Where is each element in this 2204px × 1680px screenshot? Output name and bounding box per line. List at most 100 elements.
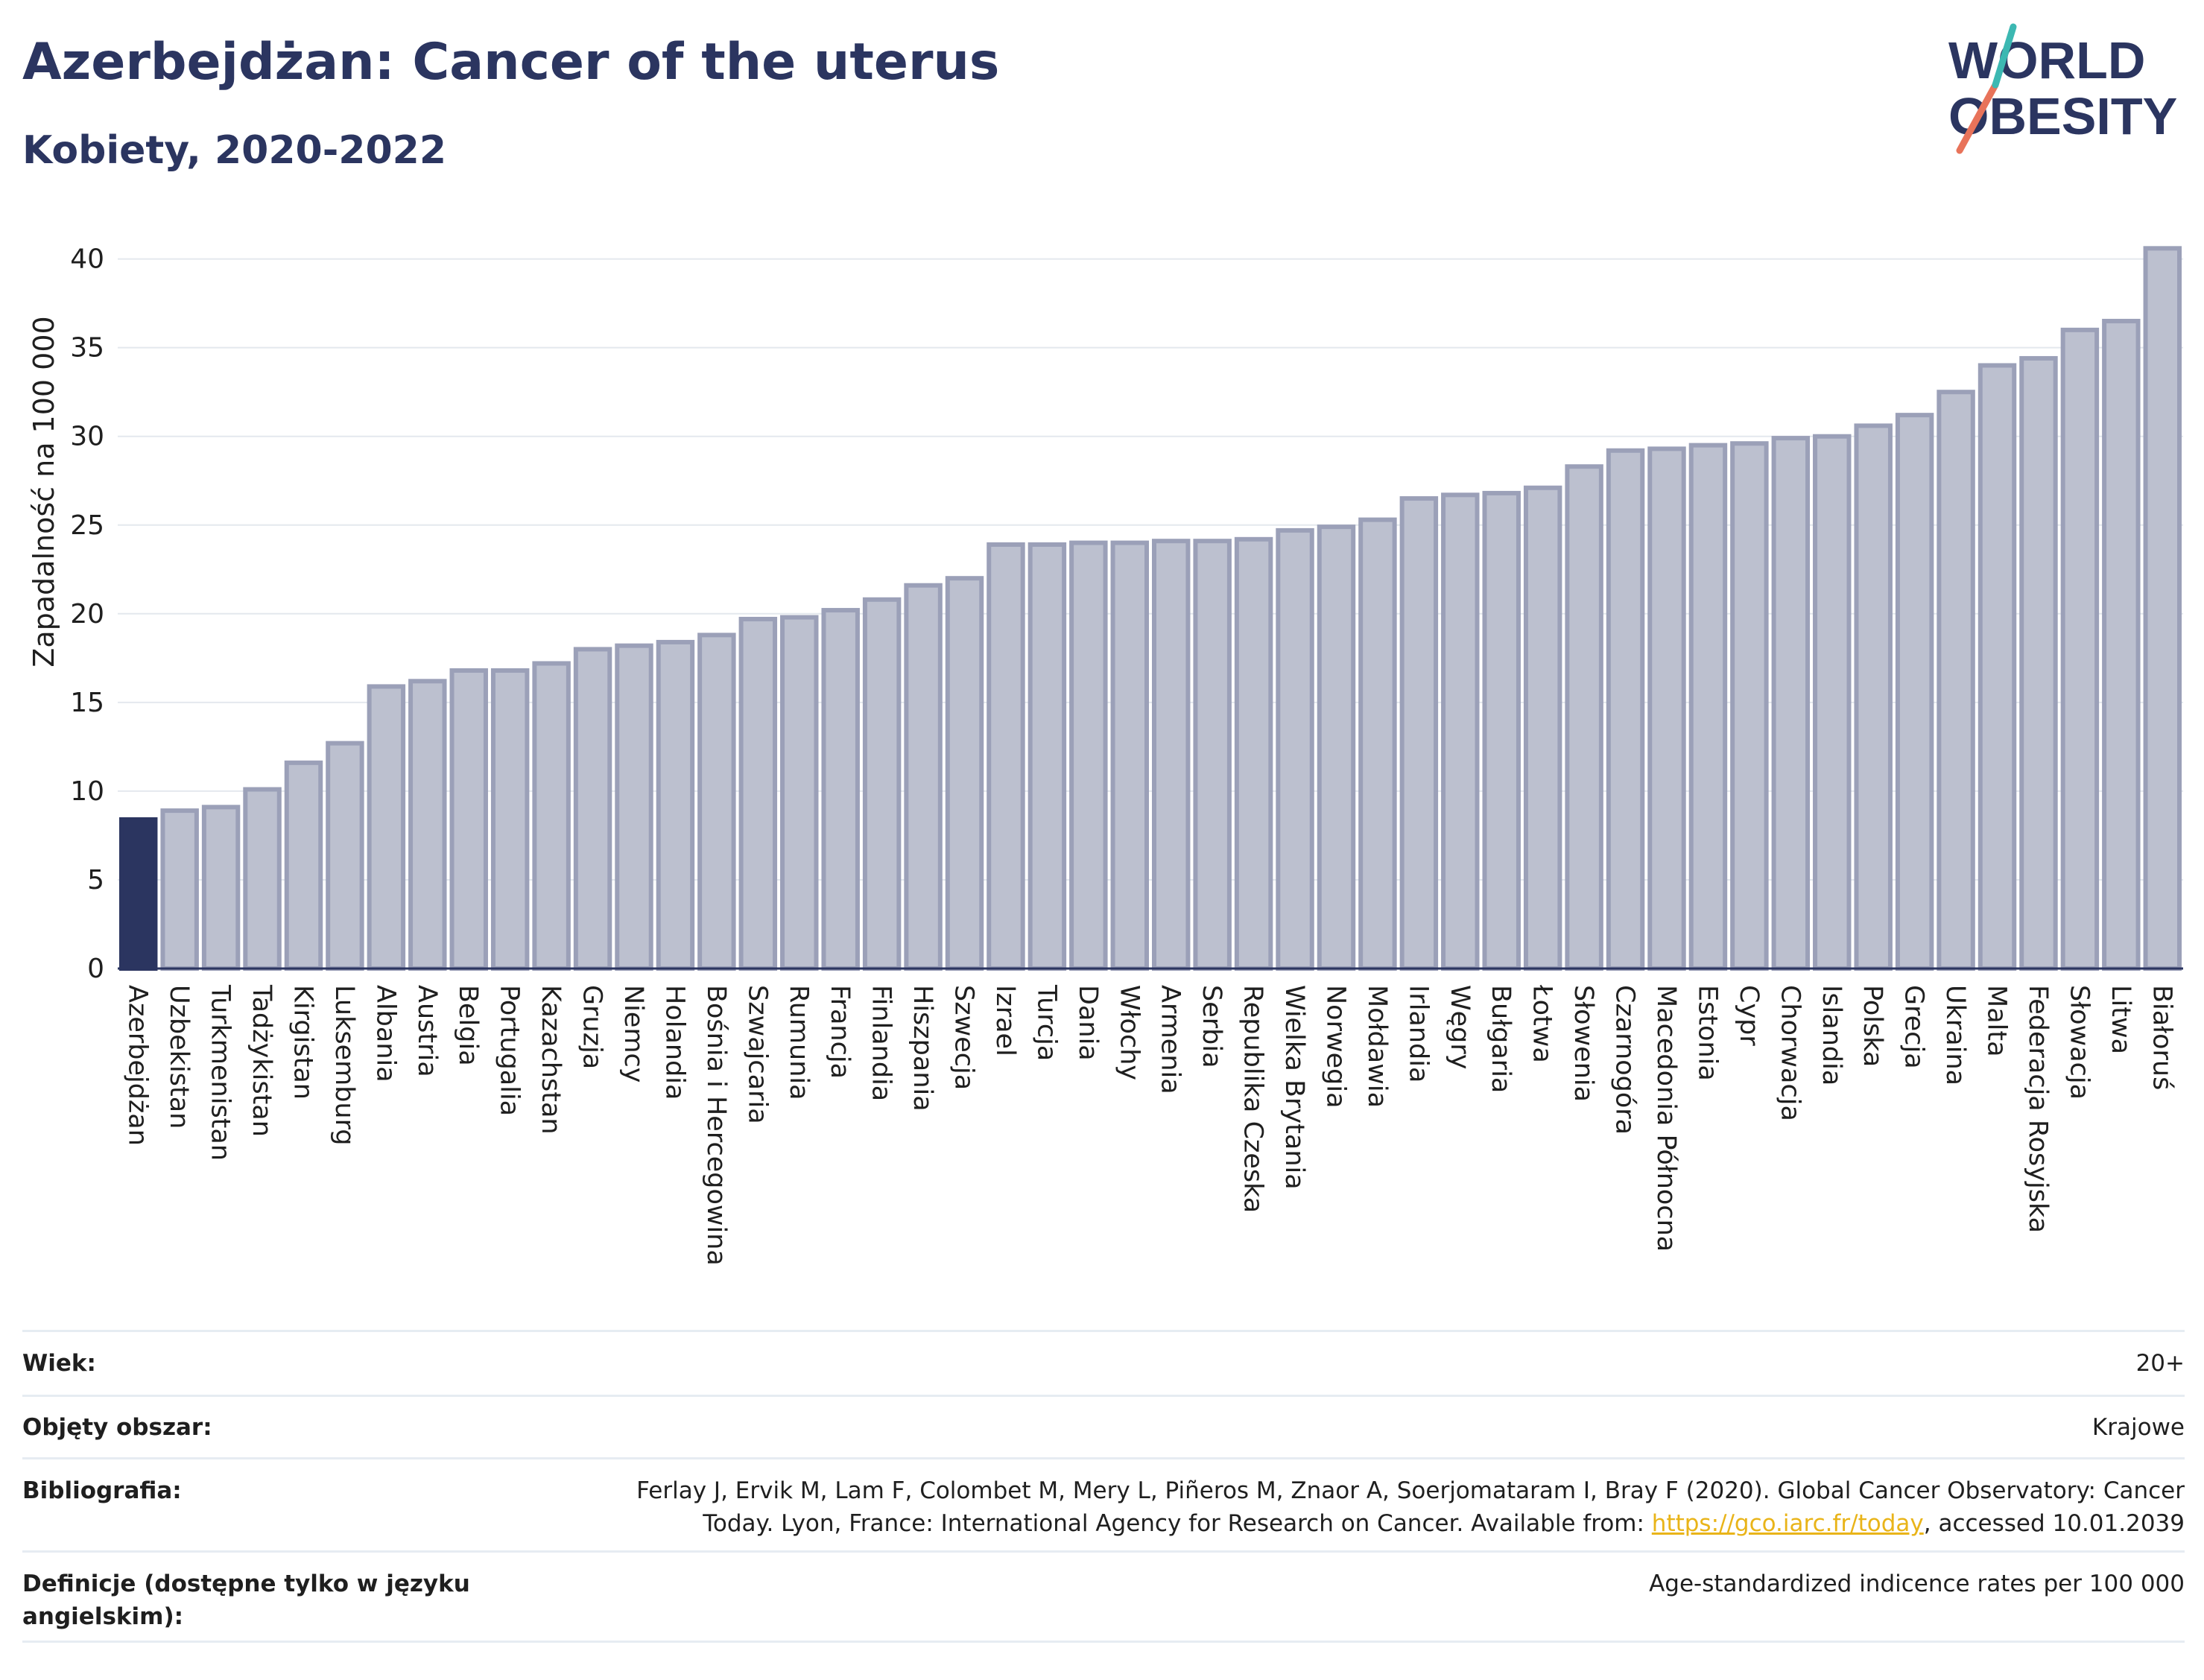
x-tick-label: Estonia <box>1692 985 1722 1081</box>
x-tick-label: Polska <box>1858 985 1887 1067</box>
x-tick-label: Kirgistan <box>288 985 317 1100</box>
bar-Republika Czeska <box>1234 536 1273 971</box>
info-table: Wiek: 20+ Objęty obszar: Krajowe Bibliog… <box>22 1330 2185 1643</box>
bar-Włochy <box>1110 540 1150 971</box>
x-tick-label: Luksemburg <box>329 985 359 1146</box>
x-tick-label: Francja <box>825 985 855 1079</box>
y-tick-label: 20 <box>70 599 104 630</box>
bar-Armenia <box>1151 539 1191 971</box>
x-tick-label: Irlandia <box>1403 985 1433 1083</box>
x-tick-label: Słowenia <box>1568 985 1598 1102</box>
info-row-area: Objęty obszar: Krajowe <box>22 1395 2185 1457</box>
bar-Kazachstan <box>532 661 571 971</box>
x-tick-label: Cypr <box>1734 985 1764 1046</box>
bar-Irlandia <box>1399 496 1439 971</box>
info-row-bibliography: Bibliografia: Ferlay J, Ervik M, Lam F, … <box>22 1457 2185 1550</box>
bar-Uzbekistan <box>160 808 199 971</box>
chart-subtitle: Kobiety, 2020-2022 <box>22 128 447 173</box>
bar-Holandia <box>656 639 695 971</box>
source-link[interactable]: https://gco.iarc.fr/today <box>1651 1510 1924 1537</box>
x-tick-label: Kazachstan <box>536 985 566 1135</box>
bar-Słowacja <box>2060 327 2100 971</box>
x-tick-label: Włochy <box>1114 985 1144 1080</box>
bar-Turcja <box>1027 542 1067 971</box>
bar-Dania <box>1069 540 1108 971</box>
x-tick-label: Belgia <box>453 985 483 1066</box>
x-tick-label: Norwegia <box>1320 985 1350 1109</box>
bar-Malta <box>1977 363 2017 971</box>
bar-Islandia <box>1813 434 1852 971</box>
x-tick-label: Izrael <box>990 985 1020 1056</box>
bibliography-line-1: Ferlay J, Ervik M, Lam F, Colombet M, Me… <box>636 1477 2185 1504</box>
x-tick-label: Republika Czeska <box>1238 985 1268 1213</box>
y-tick-label: 30 <box>70 422 104 452</box>
y-tick-label: 15 <box>70 688 104 718</box>
bar-Cypr <box>1730 441 1769 971</box>
info-label-age: Wiek: <box>22 1350 96 1377</box>
bar-Ukraina <box>1937 390 1975 971</box>
bar-Estonia <box>1688 443 1728 971</box>
x-tick-label: Federacja Rosyjska <box>2023 985 2053 1233</box>
bar-Czarnogóra <box>1606 448 1645 971</box>
x-tick-label: Armenia <box>1156 985 1185 1094</box>
y-tick-label: 35 <box>70 333 104 364</box>
x-tick-label: Uzbekistan <box>164 985 194 1129</box>
x-tick-label: Chorwacja <box>1775 985 1805 1121</box>
x-tick-label: Albania <box>370 985 400 1083</box>
bar-Polska <box>1854 423 1893 971</box>
bar-Macedonia Północna <box>1647 446 1686 971</box>
bar-Grecja <box>1895 413 1934 971</box>
y-axis-ticks: 0 5 10 15 20 25 30 35 40 <box>70 244 104 984</box>
bar-Federacja Rosyjska <box>2019 355 2058 971</box>
info-row-age: Wiek: 20+ <box>22 1330 2185 1395</box>
x-tick-label: Holandia <box>659 985 689 1100</box>
logo-slash-teal <box>1992 23 2017 89</box>
bar-chart: 0 5 10 15 20 25 30 35 40 Azerbejdżan Uzbekistan Tu… <box>28 244 2183 1266</box>
info-row-definitions: Definicje (dostępne tylko w języku angie… <box>22 1550 2185 1643</box>
x-tick-label: Bośnia i Hercegowina <box>701 985 731 1266</box>
bar-Finlandia <box>862 597 902 971</box>
bar-Mołdawia <box>1358 517 1397 971</box>
x-tick-label: Bułgaria <box>1486 985 1516 1093</box>
x-tick-label: Tadżykistan <box>247 984 276 1137</box>
bar-Turkmenistan <box>201 805 241 971</box>
bar-Bułgaria <box>1482 490 1521 971</box>
info-value-bibliography: Ferlay J, Ervik M, Lam F, Colombet M, Me… <box>636 1474 2185 1550</box>
world-obesity-logo: WORLD OBESITY <box>1948 23 2177 154</box>
logo-slash-red <box>1956 81 1999 154</box>
info-value-age: 20+ <box>2135 1350 2185 1377</box>
bibliography-accessed: , accessed 10.01.2039 <box>1923 1510 2185 1537</box>
x-tick-label: Szwecja <box>949 985 979 1090</box>
logo-text-world: WORLD <box>1948 31 2145 89</box>
x-tick-label: Czarnogóra <box>1610 985 1640 1135</box>
x-tick-label: Białoruś <box>2147 985 2176 1090</box>
y-axis-label: Zapadalność na 100 000 <box>28 316 60 667</box>
bar-Litwa <box>2102 318 2141 971</box>
info-label-area: Objęty obszar: <box>22 1413 212 1441</box>
bar-Gruzja <box>573 647 612 971</box>
x-tick-label: Szwajcaria <box>742 985 772 1124</box>
bar-Kirgistan <box>284 760 323 971</box>
bar-Francja <box>821 608 860 971</box>
bibliography-text: Today. Lyon, France: International Agenc… <box>703 1510 1652 1537</box>
x-tick-label: Słowacja <box>2064 985 2094 1100</box>
x-tick-label: Gruzja <box>577 985 607 1069</box>
y-tick-label: 40 <box>70 244 104 275</box>
x-tick-label: Rumunia <box>784 985 814 1100</box>
info-label-bibliography: Bibliografia: <box>22 1477 182 1504</box>
info-value-definitions: Age-standardized indicence rates per 100… <box>1649 1570 2185 1597</box>
bar-Serbia <box>1193 539 1232 971</box>
y-tick-label: 5 <box>87 865 104 896</box>
bar-Hiszpania <box>904 583 943 971</box>
bar-Austria <box>408 679 447 971</box>
x-tick-label: Węgry <box>1445 985 1475 1069</box>
x-tick-label: Dania <box>1073 985 1103 1061</box>
bar-Azerbejdżan <box>118 817 158 971</box>
bar-Izrael <box>987 542 1025 971</box>
x-tick-label: Litwa <box>2106 985 2135 1054</box>
bar-Niemcy <box>615 643 653 971</box>
x-tick-label: Austria <box>412 985 442 1077</box>
x-tick-label: Macedonia Północna <box>1651 985 1681 1252</box>
x-tick-label: Islandia <box>1817 985 1846 1085</box>
bar-Bośnia i Hercegowina <box>697 633 736 971</box>
